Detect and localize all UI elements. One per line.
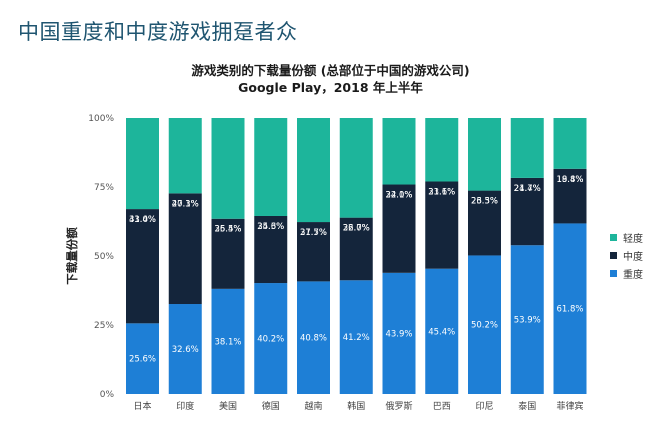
x-category-label: 日本 [133, 400, 151, 412]
bar-segment-mid [553, 168, 587, 224]
bar-segment-mid [168, 193, 202, 305]
data-label-light: 36.5% [214, 225, 241, 235]
x-category-label: 德国 [262, 400, 280, 412]
bar-segment-light [168, 118, 202, 194]
data-label-light: 35.6% [257, 222, 284, 232]
data-label-light: 36.0% [343, 224, 370, 234]
chart-subtitle: Google Play，2018 年上半年 [238, 80, 423, 95]
data-label-mid: 21.5% [300, 228, 327, 238]
x-category-label: 巴西 [433, 401, 451, 412]
bar-segment-heavy [553, 223, 587, 394]
bar-segment-heavy [211, 288, 245, 394]
data-label-mid: 25.4% [214, 225, 241, 235]
y-tick-label: 100% [88, 114, 114, 124]
chart-title-block: 游戏类别的下载量份额 (总部位于中国的游戏公司) Google Play，201… [0, 62, 661, 96]
data-label-mid: 32.0% [385, 191, 412, 201]
bar-segment-light [254, 118, 288, 216]
x-category-label: 越南 [304, 400, 322, 412]
legend-item-mid: 中度 [610, 246, 643, 264]
x-category-label: 俄罗斯 [385, 400, 412, 412]
y-tick-label: 50% [94, 252, 114, 262]
x-category-label: 菲律宾 [556, 400, 583, 412]
bar-segment-heavy [126, 323, 159, 394]
data-label-heavy: 61.8% [556, 305, 583, 315]
chart-title: 游戏类别的下载量份额 (总部位于中国的游戏公司) [191, 63, 470, 78]
legend-item-light: 轻度 [610, 228, 643, 246]
data-label-light: 21.7% [514, 184, 541, 194]
data-label-mid: 40.1% [172, 199, 199, 209]
bar-segment-mid [339, 217, 373, 281]
legend: 轻度 中度 重度 [610, 228, 643, 282]
bar-segment-light [297, 118, 330, 223]
bar-segment-mid [425, 181, 459, 269]
data-label-heavy: 32.6% [172, 345, 199, 355]
bar-segment-heavy [339, 280, 373, 394]
bar-segment-light [211, 118, 245, 219]
bar-segment-heavy [425, 268, 459, 394]
data-label-heavy: 41.2% [343, 333, 370, 343]
y-tick-label: 25% [94, 321, 114, 331]
data-label-heavy: 53.9% [514, 316, 541, 326]
data-label-mid: 19.8% [556, 175, 583, 185]
bar-segment-heavy [510, 245, 544, 394]
data-label-light: 23.1% [428, 187, 455, 197]
bar-segment-mid [297, 222, 330, 282]
bar-segment-light [382, 118, 416, 185]
data-label-light: 18.4% [556, 175, 583, 185]
x-category-label: 泰国 [518, 400, 536, 412]
data-label-light: 26.3% [471, 197, 498, 207]
bar-segment-heavy [382, 272, 416, 394]
bar-segment-mid [211, 218, 245, 289]
bar-segment-heavy [297, 281, 330, 394]
bar-segment-mid [126, 209, 159, 324]
data-label-mid: 23.5% [471, 197, 498, 207]
x-category-label: 韩国 [347, 400, 365, 412]
data-label-light: 37.7% [300, 228, 327, 238]
data-label-light: 27.3% [172, 199, 199, 209]
x-category-label: 印度 [176, 400, 194, 412]
y-tick-label: 0% [100, 390, 115, 400]
y-axis-label: 下载量份额 [65, 227, 79, 285]
bar-segment-light [468, 118, 501, 191]
page-title: 中国重度和中度游戏拥趸者众 [18, 20, 298, 44]
legend-swatch-mid [610, 251, 617, 259]
legend-label-mid: 中度 [623, 251, 643, 263]
bar-segment-light [126, 118, 159, 210]
x-category-label: 美国 [219, 400, 237, 412]
data-label-mid: 41.4% [129, 215, 156, 225]
data-label-mid: 24.3% [257, 222, 284, 232]
data-label-light: 24.1% [385, 191, 412, 201]
bar-segment-light [339, 118, 373, 218]
legend-label-heavy: 重度 [623, 269, 643, 281]
bar-segment-mid [254, 215, 288, 284]
bar-segment-mid [382, 184, 416, 273]
bar-segment-heavy [254, 283, 288, 394]
data-label-heavy: 43.9% [385, 329, 412, 339]
data-label-mid: 22.7% [343, 224, 370, 234]
data-label-heavy: 40.2% [257, 335, 284, 345]
bar-segment-heavy [468, 255, 501, 394]
bar-segment-light [425, 118, 459, 182]
data-label-heavy: 45.4% [428, 327, 455, 337]
bar-segment-heavy [168, 304, 202, 394]
x-category-label: 印尼 [475, 400, 493, 412]
data-label-mid: 24.4% [514, 184, 541, 194]
legend-label-light: 轻度 [623, 233, 643, 245]
data-label-heavy: 40.8% [300, 334, 327, 344]
data-label-heavy: 50.2% [471, 321, 498, 331]
data-label-heavy: 38.1% [214, 337, 241, 347]
legend-swatch-heavy [610, 269, 617, 277]
data-label-heavy: 25.6% [129, 355, 156, 365]
legend-item-heavy: 重度 [610, 264, 643, 282]
bar-segment-light [553, 118, 587, 169]
bar-segment-mid [510, 177, 544, 246]
bar-segment-light [510, 118, 544, 178]
data-label-mid: 31.6% [428, 187, 455, 197]
legend-swatch-light [610, 233, 617, 241]
bar-segment-mid [468, 190, 501, 256]
data-label-light: 33.0% [129, 215, 156, 225]
y-tick-label: 75% [94, 183, 114, 193]
